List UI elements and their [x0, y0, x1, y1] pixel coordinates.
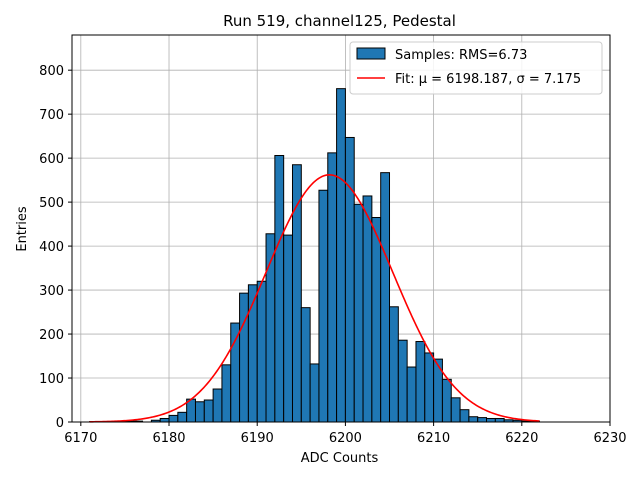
- histogram-bar: [274, 154, 285, 423]
- histogram-bar: [309, 363, 320, 423]
- histogram-bar: [318, 189, 329, 423]
- y-tick-label: 600: [39, 152, 64, 167]
- histogram-bar: [221, 364, 232, 423]
- histogram-bar: [212, 388, 223, 423]
- y-tick-label: 0: [56, 416, 64, 431]
- histogram-bar: [406, 366, 417, 423]
- histogram-bar: [239, 292, 249, 423]
- histogram-bar: [194, 401, 205, 423]
- histogram-bar: [353, 203, 364, 423]
- legend-histogram-swatch: [356, 47, 386, 60]
- y-tick-label: 100: [39, 372, 64, 387]
- histogram-bar: [203, 399, 214, 423]
- histogram-bar: [168, 414, 179, 423]
- histogram-bar: [177, 411, 188, 423]
- histogram-bar: [494, 417, 505, 423]
- histogram-bar: [327, 152, 338, 423]
- histogram-bar: [415, 341, 426, 423]
- histogram-bar: [283, 234, 293, 423]
- legend: Samples: RMS=6.73 Fit: μ = 6198.187, σ =…: [349, 41, 603, 95]
- y-tick-label: 800: [39, 64, 64, 79]
- histogram-bar: [486, 417, 496, 423]
- legend-box: [349, 41, 603, 95]
- histogram-bar: [380, 172, 391, 423]
- x-tick-label: 6190: [241, 431, 274, 446]
- histogram-bar: [468, 416, 479, 423]
- x-tick-label: 6230: [593, 431, 626, 446]
- y-tick-label: 700: [39, 108, 64, 123]
- histogram-bar: [450, 397, 461, 423]
- histogram-bar: [300, 307, 311, 423]
- x-tick-label: 6170: [64, 431, 97, 446]
- x-axis-label: ADC Counts: [301, 451, 379, 466]
- histogram-bar: [362, 195, 373, 423]
- y-tick-label: 300: [39, 284, 64, 299]
- histogram-bar: [371, 217, 382, 423]
- plot-frame: [71, 34, 611, 423]
- histogram-bar: [336, 88, 346, 423]
- legend-histogram-label: Samples: RMS=6.73: [395, 48, 527, 63]
- histogram-bars: [89, 88, 540, 423]
- fit-curve: [89, 174, 540, 423]
- histogram-bar: [230, 322, 241, 423]
- y-tick-label: 500: [39, 196, 64, 211]
- x-axis-ticks: 6170 6180 6190 6200 6210 6220 6230: [64, 422, 627, 446]
- histogram-bar: [389, 306, 399, 423]
- histogram-bar: [477, 417, 488, 423]
- histogram-bar: [424, 352, 435, 423]
- chart-title: Run 519, channel125, Pedestal: [223, 12, 456, 30]
- y-axis-ticks: 0 100 200 300 400 500 600 700 800: [39, 64, 72, 431]
- x-tick-label: 6220: [505, 431, 538, 446]
- y-axis-label: Entries: [15, 206, 30, 252]
- histogram-bar: [247, 284, 258, 423]
- x-tick-label: 6200: [329, 431, 362, 446]
- x-tick-label: 6210: [417, 431, 450, 446]
- histogram-bar: [291, 164, 302, 423]
- histogram-bar: [459, 409, 470, 423]
- histogram-bar: [159, 417, 170, 423]
- y-tick-label: 400: [39, 240, 64, 255]
- histogram-bar: [441, 378, 452, 423]
- histogram-bar: [256, 280, 267, 423]
- y-tick-label: 200: [39, 328, 64, 343]
- legend-fit-label: Fit: μ = 6198.187, σ = 7.175: [395, 72, 581, 87]
- x-tick-label: 6180: [152, 431, 185, 446]
- histogram-bar: [344, 136, 355, 423]
- histogram-bar: [397, 339, 408, 423]
